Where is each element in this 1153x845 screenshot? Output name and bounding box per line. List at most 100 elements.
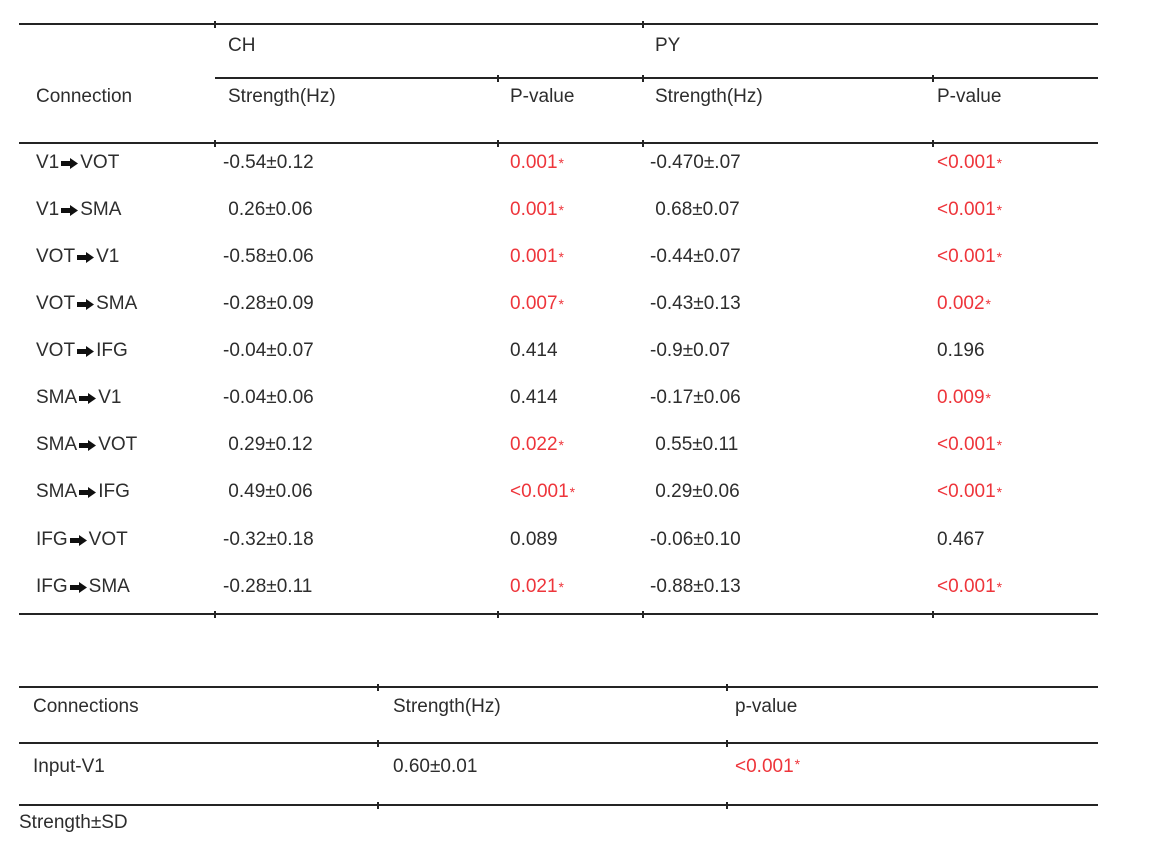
rule-tick [214,140,216,147]
connection-from: SMA [36,386,78,408]
connection-to: IFG [98,480,130,502]
py-pvalue-cell: 0.009 * [937,386,991,408]
table2-header-row: Connections Strength(Hz) p-value [19,687,1098,742]
header-py-pvalue: P-value [937,86,1002,107]
table-row: VOT SMA -0.28±0.09 0.007 * -0.43±0.13 0.0… [19,284,1098,331]
connection-to: SMA [80,198,122,220]
rule-tick [377,802,379,809]
ch-pvalue-cell: 0.001 * [510,151,564,173]
rule-tick [642,21,644,28]
connection-to: IFG [96,339,128,361]
connection-from: VOT [36,339,76,361]
py-strength-cell: -0.43±0.13 [650,292,741,314]
connection-from: V1 [36,198,60,220]
py-strength-cell: 0.55±0.11 [650,433,739,455]
ch-pvalue-cell: 0.007 * [510,292,564,314]
py-pvalue-cell: <0.001 * [937,245,1003,267]
py-pvalue-cell: 0.467 [937,528,985,550]
rule-tick [214,611,216,618]
connection-cell: IFG SMA [19,576,215,606]
rule-tick [377,684,379,691]
ch-strength-cell: 0.29±0.12 [223,433,313,455]
connection-cell: VOT V1 [19,246,215,276]
ch-strength-cell: -0.04±0.06 [223,386,314,408]
py-pvalue-cell: <0.001 * [937,575,1003,597]
connection-from: IFG [36,575,68,597]
py-strength-cell: -0.06±0.10 [650,528,741,550]
ch-pvalue-cell: 0.021 * [510,575,564,597]
arrow-right-icon [77,345,95,357]
arrow-right-icon [69,581,87,593]
header-ch-pvalue: P-value [510,86,575,107]
py-strength-cell: -0.9±0.07 [650,339,731,361]
ch-strength-cell: -0.54±0.12 [223,151,314,173]
table2-bottom-rule [19,804,1098,806]
arrow-right-icon [79,439,97,451]
connection-from: SMA [36,480,78,502]
ch-strength-cell: 0.26±0.06 [223,198,313,220]
rule-tick [726,740,728,747]
significance-asterisk: * [996,436,1003,453]
table2-header-underline [19,742,1098,744]
ch-pvalue-cell: 0.414 [510,386,558,408]
ch-pvalue-cell: 0.001 * [510,198,564,220]
rule-tick [214,21,216,28]
connection-from: VOT [36,245,76,267]
ch-pvalue-cell: 0.001 * [510,245,564,267]
significance-asterisk: * [558,436,564,453]
connection-cell: SMA V1 [19,387,215,417]
significance-asterisk: * [985,389,991,406]
table-row: V1 SMA 0.26±0.06 0.001 * 0.68±0.07 <0.001… [19,190,1098,237]
arrow-right-icon [69,534,87,546]
group-header-ch: CH [228,35,256,56]
table-row: SMA V1 -0.04±0.06 0.414 -0.17±0.06 0.009… [19,378,1098,425]
arrow-right-icon [77,298,95,310]
connection-cell: Input-V1 [33,756,105,777]
table1-bottom-rule [19,613,1098,615]
empty-cell [498,24,643,77]
significance-asterisk: * [569,483,576,500]
arrow-right-icon [61,157,79,169]
table1-group-header-row: CH PY [19,24,1098,77]
rule-tick [642,75,644,82]
connection-to: V1 [96,245,120,267]
connection-from: VOT [36,292,76,314]
rule-tick [932,611,934,618]
ch-strength-cell: -0.28±0.11 [223,575,313,597]
rule-tick [497,140,499,147]
ch-pvalue-cell: <0.001 * [510,480,576,502]
significance-asterisk: * [996,201,1003,218]
table-row: SMA VOT 0.29±0.12 0.022 * 0.55±0.11 <0.00… [19,425,1098,472]
table-row: SMA IFG 0.49±0.06 <0.001 * 0.29±0.06 <0.0… [19,472,1098,519]
ch-pvalue-cell: 0.414 [510,339,558,361]
rule-tick [642,140,644,147]
rule-tick [377,740,379,747]
py-strength-cell: -0.17±0.06 [650,386,741,408]
py-strength-cell: -0.470±.07 [650,151,741,173]
significance-asterisk: * [996,578,1003,595]
header-connection: Connection [36,86,133,107]
table-row: VOT IFG -0.04±0.07 0.414 -0.9±0.07 0.196 [19,331,1098,378]
py-strength-cell: 0.29±0.06 [650,480,740,502]
significance-asterisk: * [558,248,564,265]
table1-top-rule [19,23,1098,25]
rule-tick [497,75,499,82]
table-row: VOT V1 -0.58±0.06 0.001 * -0.44±0.07 <0.0… [19,237,1098,284]
rule-tick [726,684,728,691]
py-pvalue-cell: <0.001 * [937,480,1003,502]
significance-asterisk: * [996,154,1003,171]
ch-strength-cell: -0.58±0.06 [223,245,314,267]
py-pvalue-cell: <0.001 * [937,433,1003,455]
rule-tick [932,75,934,82]
table1-group-underline [215,77,1098,79]
header-py-strength: Strength(Hz) [655,86,763,107]
group-header-py: PY [655,35,681,56]
py-strength-cell: -0.44±0.07 [650,245,741,267]
ch-strength-cell: -0.04±0.07 [223,339,314,361]
ch-pvalue-cell: 0.022 * [510,433,564,455]
py-pvalue-cell: <0.001 * [937,198,1003,220]
connection-cell: VOT IFG [19,340,215,370]
table-row: Input-V1 0.60±0.01 <0.001 * [19,743,1098,804]
connection-cell: SMA VOT [19,434,215,464]
py-pvalue-cell: <0.001 * [937,151,1003,173]
